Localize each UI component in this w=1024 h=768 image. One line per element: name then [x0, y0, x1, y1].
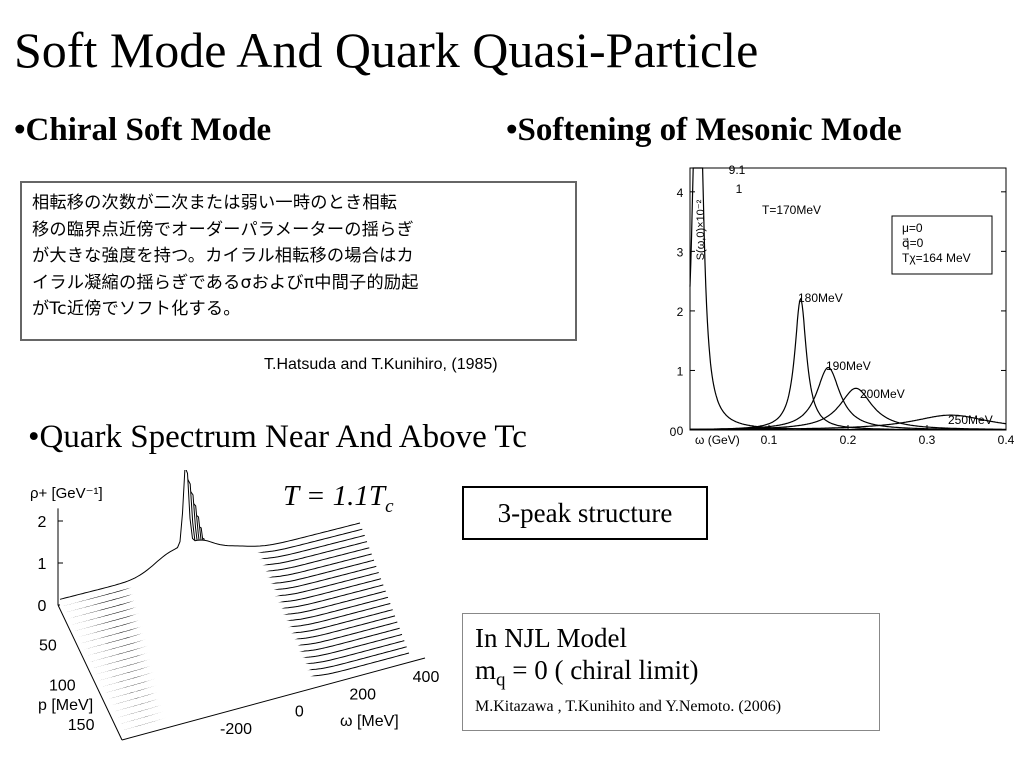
omega-tick-label: 200: [349, 686, 376, 703]
waterfall-mask: [96, 597, 388, 682]
temperature-label: T = 1.1Tc: [283, 480, 394, 518]
waterfall-mask: [63, 479, 363, 614]
mass-symbol: m: [475, 655, 497, 685]
p-tick-label: 50: [39, 638, 57, 655]
quark-mass-line: mq = 0 ( chiral limit): [475, 654, 867, 696]
legend-entry: μ=0: [902, 221, 923, 235]
rho-axis-label: ρ+ [GeV⁻¹]: [30, 485, 103, 502]
legend-box: [891, 215, 993, 275]
mass-subscript: q: [496, 669, 506, 691]
japanese-explanation-box: 相転移の次数が二次または弱い一時のとき相転 移の臨界点近傍でオーダーパラメーター…: [20, 181, 577, 341]
y-tick-label: 1: [677, 364, 684, 378]
softening-mesonic-mode-heading: •Softening of Mesonic Mode: [506, 112, 902, 148]
y-tick-label: 2: [677, 305, 684, 319]
legend-entry: q⃗=0: [902, 236, 924, 250]
chiral-soft-mode-heading: •Chiral Soft Mode: [14, 112, 272, 148]
quark-spectrum-heading: •Quark Spectrum Near And Above Tc: [28, 419, 527, 455]
waterfall-mask: [102, 609, 393, 694]
peak-annotation-one: 1: [736, 182, 743, 196]
y-tick-label: 0: [677, 424, 684, 438]
rho-tick-label: 2: [38, 514, 47, 531]
explanation-line: 移の臨界点近傍でオーダーパラメーターの揺らぎ: [32, 219, 414, 240]
omega-tick-label: -200: [220, 721, 252, 738]
waterfall-mask: [111, 628, 400, 713]
waterfall-mask: [105, 615, 395, 700]
njl-model-box: In NJL Model mq = 0 ( chiral limit) M.Ki…: [462, 613, 880, 731]
waterfall-curve: [59, 470, 361, 600]
x-tick-label: 0.4: [998, 433, 1015, 447]
p-tick-label: 100: [49, 677, 76, 694]
omega-axis: [121, 657, 426, 741]
temperature-subscript: c: [385, 495, 394, 517]
peak-height-annotation: 9.1: [729, 163, 746, 177]
quark-spectrum-3d-chart: 0 1 2 ρ+ [GeV⁻¹] 50 100 150 p [MeV] -200 0 200 400 ω…: [30, 470, 440, 741]
series-label: T=170MeV: [762, 203, 821, 217]
legend-entry: Tχ=164 MeV: [902, 251, 971, 265]
rho-tick-label: 1: [38, 556, 47, 573]
plot-frame: [689, 167, 1007, 431]
waterfall-mask: [99, 603, 391, 688]
explanation-line: イラル凝縮の揺らぎであるσおよびπ中間子的励起: [32, 272, 419, 293]
y-tick-label: 4: [677, 186, 684, 200]
kitazawa-citation: M.Kitazawa , T.Kunihito and Y.Nemoto. (2…: [475, 698, 782, 716]
three-peak-structure-box: 3-peak structure: [462, 486, 708, 540]
waterfall-mask: [121, 646, 407, 731]
series-label: 200MeV: [860, 387, 905, 401]
explanation-line: 相転移の次数が二次または弱い一時のとき相転: [32, 193, 398, 213]
series-label: 250MeV: [948, 413, 993, 427]
omega-tick-label: 0: [295, 704, 304, 721]
hatsuda-citation: T.Hatsuda and T.Kunihiro, (1985): [264, 356, 498, 373]
x-tick-label: 0.3: [919, 433, 936, 447]
series-label: 190MeV: [826, 359, 871, 373]
waterfall-mask: [108, 622, 398, 706]
y-tick-label: 3: [677, 245, 684, 259]
explanation-line: がTc近傍でソフト化する。: [32, 299, 241, 319]
waterfall-mask: [124, 653, 409, 737]
p-axis: [57, 604, 123, 741]
mass-value: = 0 ( chiral limit): [505, 655, 699, 685]
waterfall-mask: [87, 570, 382, 663]
explanation-line: が大きな強度を持つ。カイラル相転移の場合はカ: [32, 246, 414, 266]
x-tick-label: 0.2: [840, 433, 857, 447]
slide-title: Soft Mode And Quark Quasi-Particle: [14, 22, 759, 78]
x-axis-label: ω (GeV): [695, 433, 740, 447]
spectral-curve: [689, 167, 1006, 431]
temperature-text: T = 1.1T: [283, 480, 386, 512]
waterfall-mask: [114, 634, 403, 719]
njl-title: In NJL Model: [475, 623, 627, 653]
waterfall-mask: [90, 580, 384, 669]
rho-tick-label: 0: [38, 598, 47, 615]
waterfall-mask: [117, 640, 405, 725]
x-tick-label-zero: 0: [670, 425, 677, 439]
series-label: 180MeV: [798, 291, 843, 305]
p-tick-label: 150: [68, 717, 95, 734]
x-tick-label: 0.1: [761, 433, 778, 447]
waterfall-mask: [93, 589, 386, 676]
p-axis-label: p [MeV]: [38, 697, 93, 714]
spectral-curve: [690, 414, 1007, 431]
omega-tick-label: 400: [413, 669, 440, 686]
omega-axis-label: ω [MeV]: [340, 713, 399, 730]
